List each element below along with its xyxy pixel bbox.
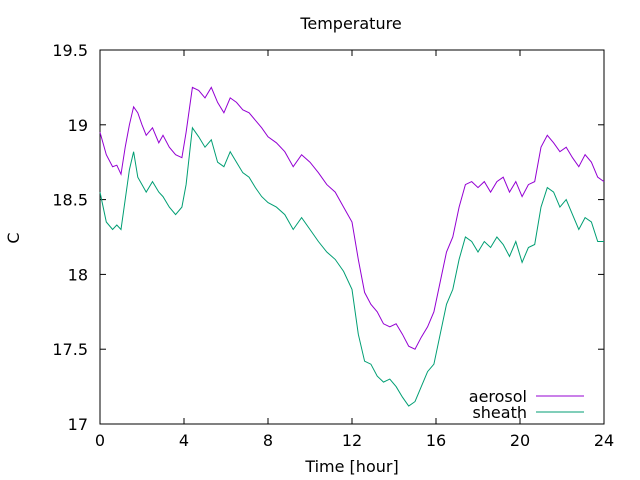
x-tick-label: 12 <box>342 431 362 450</box>
series-line-sheath <box>99 126 604 407</box>
x-tick-label: 20 <box>510 431 530 450</box>
x-tick-label: 16 <box>426 431 446 450</box>
y-tick-label: 19.5 <box>52 41 88 60</box>
y-tick-label: 18 <box>68 265 88 284</box>
legend-label-aerosol: aerosol <box>469 387 527 406</box>
y-tick-label: 19 <box>68 116 88 135</box>
plot-area: 0 4 8 12 16 20 24 17 17.5 18 18.5 19 19.5 <box>52 41 614 450</box>
x-tick-label: 8 <box>263 431 273 450</box>
y-tick-label: 17 <box>68 415 88 434</box>
series-line-aerosol <box>99 86 605 350</box>
tick-labels: 0 4 8 12 16 20 24 17 17.5 18 18.5 19 19.5 <box>52 41 614 450</box>
axis-ticks <box>99 49 605 425</box>
x-tick-label: 24 <box>594 431 614 450</box>
y-axis-label: C <box>4 232 23 243</box>
x-tick-label: 4 <box>179 431 189 450</box>
x-axis-label: Time [hour] <box>304 457 398 476</box>
y-tick-label: 18.5 <box>52 191 88 210</box>
legend-label-sheath: sheath <box>472 403 527 422</box>
series-lines <box>99 86 605 407</box>
y-tick-label: 17.5 <box>52 340 88 359</box>
chart-title: Temperature <box>299 14 401 33</box>
plot-frame <box>99 49 605 425</box>
x-tick-label: 0 <box>95 431 105 450</box>
